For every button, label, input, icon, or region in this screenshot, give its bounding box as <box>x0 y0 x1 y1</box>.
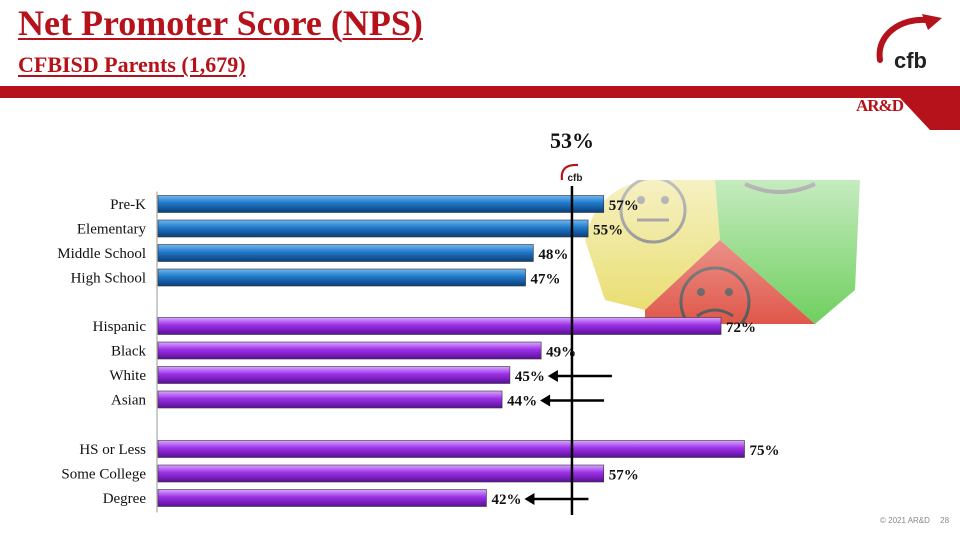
data-label-asian: 44% <box>507 394 537 410</box>
bar-high-school <box>157 268 526 287</box>
bar-hispanic <box>157 317 722 335</box>
arrow-head-degree <box>524 493 535 505</box>
category-label-middle-school: Middle School <box>57 246 146 262</box>
data-label-elementary: 55% <box>593 223 623 239</box>
slide-subtitle: CFBISD Parents (1,679) <box>18 52 246 77</box>
category-label-elementary: Elementary <box>77 222 147 238</box>
data-label-high-school: 47% <box>531 272 561 288</box>
data-label-pre-k: 57% <box>609 198 639 214</box>
category-label-black: Black <box>111 344 146 360</box>
category-label-high-school: High School <box>71 271 146 287</box>
data-label-some-college: 57% <box>609 468 639 484</box>
bar-white <box>157 366 511 384</box>
category-label-degree: Degree <box>103 491 147 507</box>
data-label-hispanic: 72% <box>726 320 756 336</box>
bar-middle-school <box>157 244 534 262</box>
category-label-pre-k: Pre-K <box>110 197 146 213</box>
category-label-white: White <box>109 368 146 384</box>
footer: © 2021 AR&D 28 <box>880 516 949 525</box>
category-label-asian: Asian <box>111 393 146 409</box>
bar-hs-or-less <box>157 440 745 458</box>
bar-asian <box>157 390 503 409</box>
arrow-head-asian <box>540 394 551 407</box>
benchmark-marker-text: cfb <box>567 173 582 184</box>
category-label-some-college: Some College <box>61 467 146 483</box>
data-label-degree: 42% <box>491 492 521 508</box>
slide-title: Net Promoter Score (NPS) <box>18 3 423 43</box>
logo-text: cfb <box>894 48 927 73</box>
category-label-hispanic: Hispanic <box>93 319 147 335</box>
cfb-logo: cfb <box>876 14 942 73</box>
data-label-middle-school: 48% <box>538 247 568 263</box>
bar-black <box>157 341 542 360</box>
category-label-hs-or-less: HS or Less <box>79 442 146 458</box>
copyright-text: © 2021 AR&D <box>880 516 930 525</box>
benchmark-label: 53% <box>550 128 594 153</box>
bar-elementary <box>157 219 589 238</box>
data-label-black: 49% <box>546 345 576 361</box>
benchmark-logo-swoosh <box>560 163 579 181</box>
page-number: 28 <box>940 516 950 525</box>
arrow-head-white <box>547 370 558 382</box>
data-label-hs-or-less: 75% <box>750 443 780 459</box>
data-label-white: 45% <box>515 369 545 385</box>
smiley-faces-image <box>585 180 860 324</box>
bar-degree <box>157 489 487 507</box>
header-red-band <box>0 86 960 130</box>
bar-some-college <box>157 464 605 483</box>
ard-tag: AR&D <box>856 96 904 115</box>
bar-pre-k <box>157 195 605 213</box>
